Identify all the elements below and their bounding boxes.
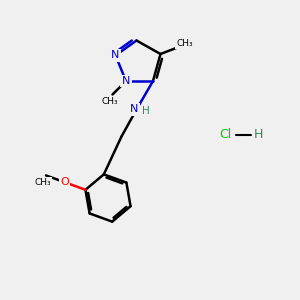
- Text: N: N: [130, 104, 138, 115]
- Text: O: O: [60, 177, 69, 187]
- Text: H: H: [253, 128, 263, 142]
- Text: H: H: [142, 106, 150, 116]
- Text: N: N: [111, 50, 120, 61]
- Text: Cl: Cl: [219, 128, 231, 142]
- Text: CH₃: CH₃: [176, 39, 193, 48]
- Text: N: N: [122, 76, 130, 86]
- Text: CH₃: CH₃: [35, 178, 51, 188]
- Text: CH₃: CH₃: [102, 98, 118, 106]
